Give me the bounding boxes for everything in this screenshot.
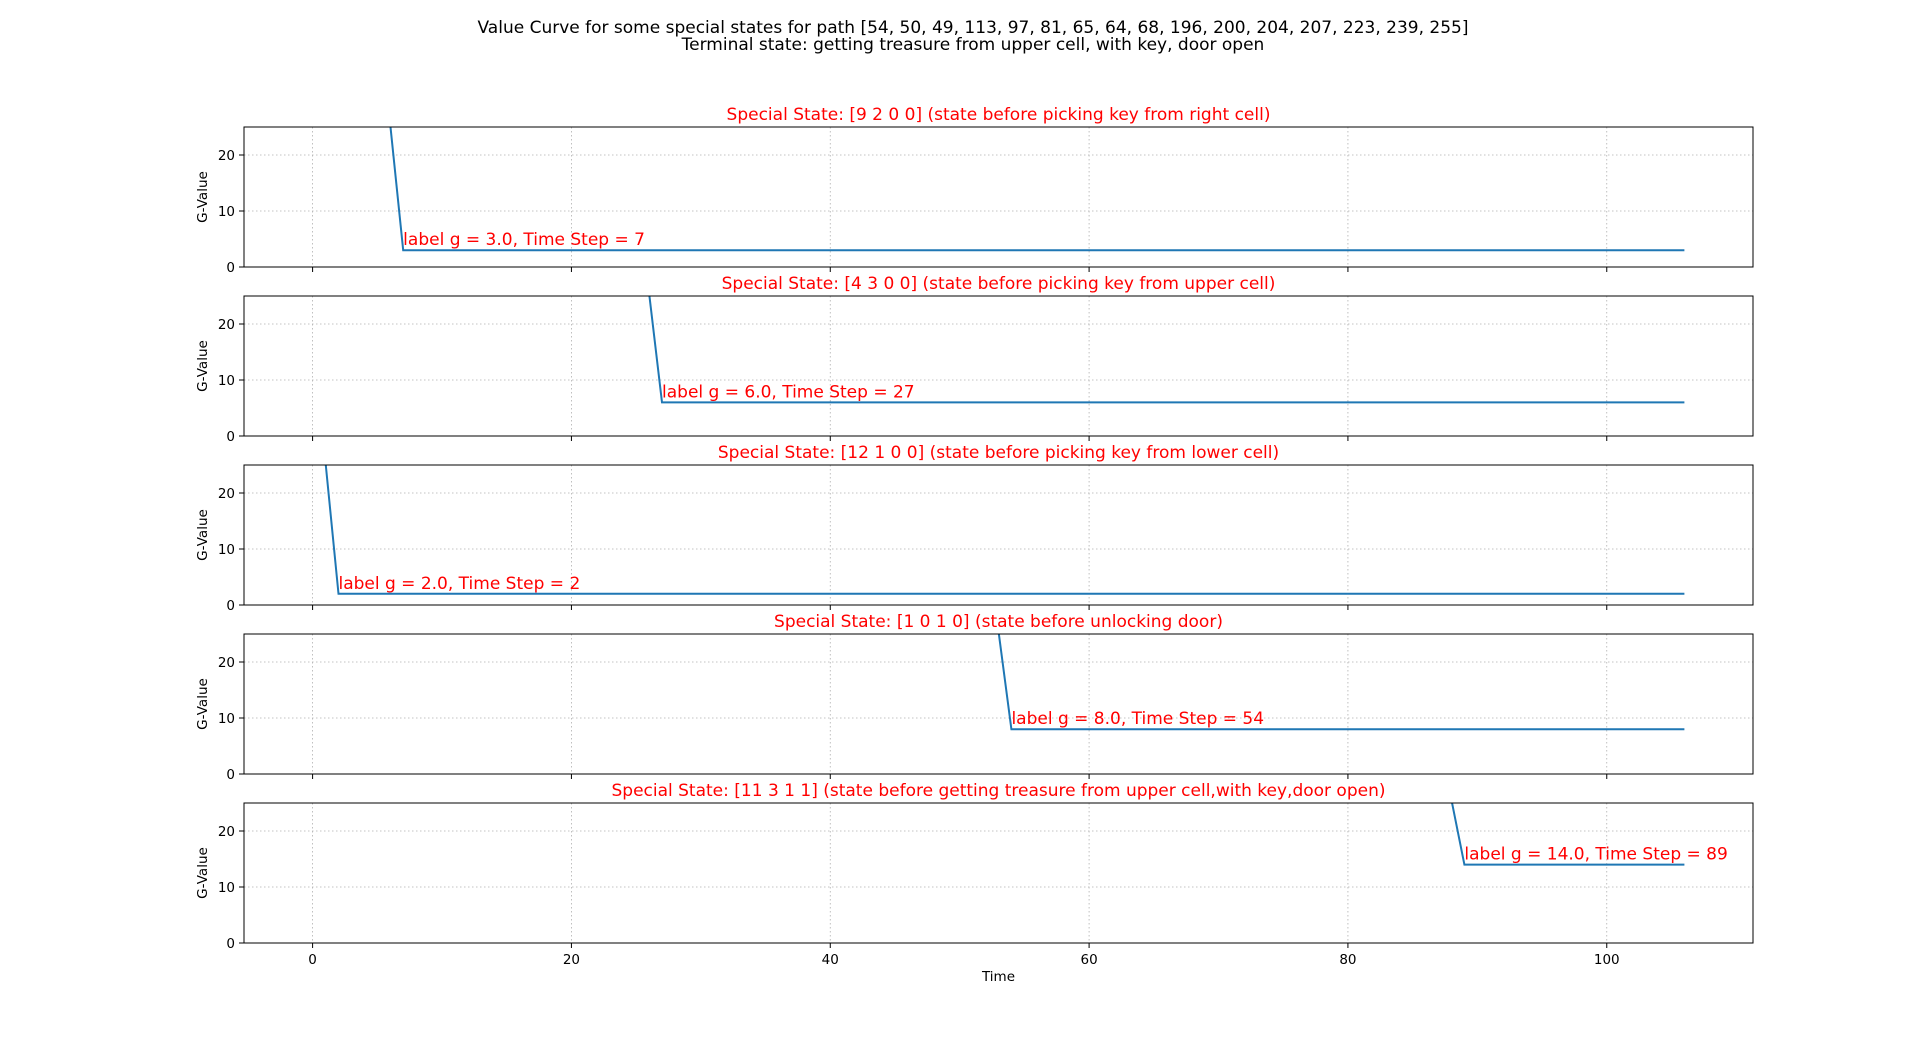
- y-axis-label: G-Value: [195, 509, 211, 561]
- y-axis-label: G-Value: [195, 171, 211, 223]
- subplot-title: Special State: [9 2 0 0] (state before p…: [727, 105, 1271, 125]
- y-tick-label: 20: [218, 148, 235, 164]
- series-line: [324, 465, 1685, 595]
- subplot-5: 0 20 40 60 80 100 0 10 20 G-Value Special State: […: [195, 781, 1754, 968]
- annotation-label: label g = 2.0, Time Step = 2: [338, 574, 580, 594]
- subplot-2: 0 10 20 G-Value Special State: [4 3 0 0] (st…: [195, 274, 1754, 445]
- y-tick-label: 0: [226, 429, 235, 445]
- annotation-label: label g = 14.0, Time Step = 89: [1464, 845, 1727, 865]
- axes-frame: [243, 802, 1754, 944]
- y-tick-label: 0: [226, 936, 235, 952]
- y-tick-label: 0: [226, 260, 235, 276]
- subplot-title: Special State: [12 1 0 0] (state before …: [718, 443, 1279, 463]
- y-tick-label: 20: [218, 655, 235, 671]
- annotation-label: label g = 3.0, Time Step = 7: [403, 230, 645, 250]
- x-tick-label: 20: [563, 952, 580, 968]
- y-tick-label: 10: [218, 542, 235, 558]
- y-tick-label: 20: [218, 317, 235, 333]
- subplot-4: 0 10 20 G-Value Special State: [1 0 1 0] (st…: [195, 612, 1754, 783]
- y-axis-label: G-Value: [195, 678, 211, 730]
- axes-frame: [243, 633, 1754, 775]
- subplot-title: Special State: [1 0 1 0] (state before u…: [774, 612, 1223, 632]
- annotation-label: label g = 6.0, Time Step = 27: [662, 382, 915, 402]
- series-line: [997, 634, 1685, 731]
- y-tick-label: 0: [226, 598, 235, 614]
- figure-title-line-2: Terminal state: getting treasure from up…: [681, 35, 1265, 55]
- x-tick-label: 40: [822, 952, 839, 968]
- axes-frame: [243, 295, 1754, 437]
- y-tick-label: 0: [226, 767, 235, 783]
- subplots: 0 10 20 G-Value Special State: [9 2 0 0] (st…: [195, 105, 1754, 968]
- y-tick-label: 10: [218, 373, 235, 389]
- series-line: [389, 127, 1685, 252]
- y-axis-label: G-Value: [195, 340, 211, 392]
- y-tick-label: 20: [218, 824, 235, 840]
- subplot-3: 0 10 20 G-Value Special State: [12 1 0 0] (s…: [195, 443, 1754, 614]
- annotation-label: label g = 8.0, Time Step = 54: [1011, 709, 1264, 729]
- axes-frame: [243, 464, 1754, 606]
- figure-title-line-1: Value Curve for some special states for …: [478, 18, 1469, 38]
- axes-frame: [243, 126, 1754, 268]
- subplot-title: Special State: [4 3 0 0] (state before p…: [722, 274, 1276, 294]
- y-tick-label: 10: [218, 711, 235, 727]
- x-tick-label: 100: [1594, 952, 1620, 968]
- x-axis-label: Time: [981, 969, 1015, 985]
- series-line: [1451, 803, 1685, 866]
- subplot-1: 0 10 20 G-Value Special State: [9 2 0 0] (st…: [195, 105, 1754, 276]
- y-axis-label: G-Value: [195, 847, 211, 899]
- y-tick-label: 20: [218, 486, 235, 502]
- series-line: [648, 296, 1685, 404]
- subplot-title: Special State: [11 3 1 1] (state before …: [611, 781, 1385, 801]
- y-tick-label: 10: [218, 204, 235, 220]
- x-tick-label: 80: [1339, 952, 1356, 968]
- y-tick-label: 10: [218, 880, 235, 896]
- x-tick-label: 0: [308, 952, 317, 968]
- x-tick-label: 60: [1080, 952, 1097, 968]
